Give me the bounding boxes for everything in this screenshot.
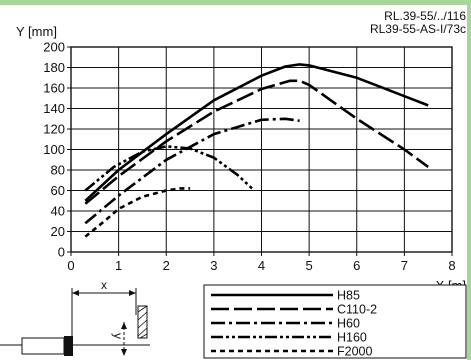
legend-box (203, 284, 467, 359)
legend-label-h85: H85 (337, 289, 360, 303)
y-tick-label-80: 80 (51, 163, 65, 178)
diagram-reflector (137, 305, 148, 339)
sensor-diagram: x y (0, 278, 150, 356)
diagram-x-arrow-right (129, 290, 136, 296)
y-tick-label-160: 160 (43, 81, 65, 96)
diagram-sensor-lens (64, 336, 73, 356)
y-tick-label-60: 60 (51, 183, 65, 198)
x-tick-label-6: 6 (353, 258, 360, 273)
diagram-y-arrow-down (121, 349, 127, 356)
y-tick-label-20: 20 (51, 224, 65, 239)
model-label-1: RL.39-55/../116 (384, 9, 466, 23)
diagram-y-arrow-up (121, 322, 127, 329)
series-line-h60 (84, 117, 300, 225)
x-tick-label-2: 2 (163, 258, 170, 273)
y-tick-label-180: 180 (43, 60, 65, 75)
x-tick-label-1: 1 (115, 258, 122, 273)
x-tick-label-5: 5 (306, 258, 313, 273)
series-lines (84, 63, 429, 238)
y-tick-label-140: 140 (43, 101, 65, 116)
y-tick-label-40: 40 (51, 204, 65, 219)
diagram-x-label: x (101, 278, 107, 292)
y-tick-label-100: 100 (43, 142, 65, 157)
legend-label-h60: H60 (337, 317, 360, 331)
series-line-f2000 (84, 187, 191, 238)
x-tick-label-7: 7 (401, 258, 408, 273)
x-tick-label-4: 4 (258, 258, 265, 273)
diagram-y-label: y (111, 333, 125, 339)
y-tick-label-0: 0 (58, 245, 65, 260)
side-accent-band (467, 5, 471, 360)
y-axis-label: Y [mm] (16, 24, 57, 39)
grid (71, 47, 452, 252)
x-tick-label-3: 3 (210, 258, 217, 273)
diagram-sensor-body (21, 337, 65, 355)
series-line-h160 (84, 145, 253, 192)
legend-label-c110-2: C110-2 (337, 303, 377, 317)
series-line-c110-2 (84, 79, 429, 205)
diagram-reflector-hatch (137, 305, 148, 339)
y-tick-label-200: 200 (43, 40, 65, 55)
legend-label-h160: H160 (337, 331, 367, 345)
diagram-x-arrow-left (72, 290, 79, 296)
x-tick-label-0: 0 (67, 258, 74, 273)
legend-label-f2000: F2000 (337, 345, 372, 359)
x-tick-label-8: 8 (448, 258, 455, 273)
series-line-h85 (84, 63, 429, 202)
y-tick-label-120: 120 (43, 122, 65, 137)
top-accent-band (0, 0, 471, 5)
model-label-2: RL39-55-AS-I/73c (370, 22, 466, 36)
